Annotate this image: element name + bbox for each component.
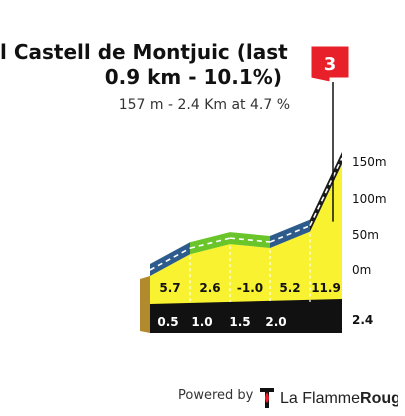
elevation-tick-label: 150m <box>352 155 387 169</box>
profile-side-wall <box>140 276 150 333</box>
flame-icon: La FlammeRouge <box>260 388 405 408</box>
gradient-label: -1.0 <box>237 281 263 295</box>
profile-area <box>150 164 342 333</box>
svg-text:La FlammeRouge: La FlammeRouge <box>280 390 398 407</box>
base-layer <box>140 164 342 333</box>
elevation-tick-label: 0m <box>352 263 371 277</box>
road-layer <box>149 152 343 276</box>
brand-name-part2: Rouge <box>360 390 398 407</box>
footer: Powered by <box>178 388 263 403</box>
marker-label: 3 <box>324 54 337 75</box>
road-centerline <box>149 247 191 271</box>
chart-title-line-1: l Castell de Montjuic (last <box>0 40 288 64</box>
chart-subtitle: 157 m - 2.4 Km at 4.7 % <box>118 97 290 113</box>
distance-tick-label: 2.0 <box>265 315 286 329</box>
distance-tick-label: 1.0 <box>191 315 212 329</box>
distance-tick-label: 2.4 <box>352 313 373 327</box>
road-centerline <box>309 157 343 227</box>
elevation-tick-label: 100m <box>352 192 387 206</box>
elevation-tick-label: 50m <box>352 228 379 242</box>
gradient-label: 5.7 <box>159 281 180 295</box>
marker-flag <box>310 45 350 83</box>
brand-name-part1: La Flamme <box>280 390 360 407</box>
powered-by-text: Powered by <box>178 388 254 403</box>
gradient-label: 2.6 <box>199 281 220 295</box>
road-centerline <box>189 237 231 249</box>
distance-tick-label: 1.5 <box>229 315 250 329</box>
gradient-label: 11.9 <box>311 281 341 295</box>
gradient-label: 5.2 <box>279 281 300 295</box>
road-centerline <box>269 224 311 243</box>
distance-tick-label: 0.5 <box>157 315 178 329</box>
road-centerline <box>229 237 271 243</box>
distance-band <box>150 299 342 333</box>
labels-layer: 5.7 2.6 -1.0 5.2 11.9 0.5 1.0 1.5 2.0 2.4 0m 50m 100… <box>157 45 387 329</box>
chart-title-line-2: 0.9 km - 10.1%) <box>104 65 282 89</box>
la-flamme-rouge-logo: La FlammeRouge <box>258 386 405 414</box>
